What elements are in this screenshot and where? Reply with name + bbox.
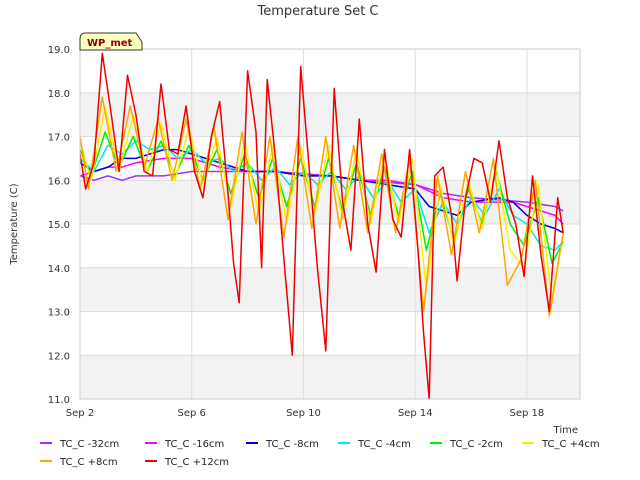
y-axis-label: Temperature (C) xyxy=(9,183,20,265)
plot-band xyxy=(80,311,580,356)
legend: TC_C -32cm TC_C -16cm TC_C -8cm TC_C -4cm TC… xyxy=(40,439,600,468)
x-tick-label: Sep 2 xyxy=(66,408,94,419)
legend-label: TC_C -4cm xyxy=(357,439,411,450)
legend-label: TC_C -2cm xyxy=(449,439,503,450)
y-tick-label: 14.0 xyxy=(48,264,70,275)
x-tick-label: Sep 10 xyxy=(286,408,321,419)
series-line xyxy=(79,96,564,317)
axis-ticks: 11.0 12.0 13.0 14.0 15.0 16.0 17.0 18.0 19.0 Sep … xyxy=(48,45,545,419)
x-tick-label: Sep 18 xyxy=(510,408,545,419)
chart-title: Temperature Set C xyxy=(256,4,378,19)
legend-label: TC_C +12cm xyxy=(164,457,229,468)
y-tick-label: 15.0 xyxy=(48,220,70,231)
plot-band xyxy=(80,267,580,312)
x-tick-label: Sep 14 xyxy=(398,408,433,419)
legend-label: TC_C -16cm xyxy=(164,439,224,450)
badge-label: WP_met xyxy=(87,38,133,49)
series-line xyxy=(79,52,564,400)
y-tick-label: 16.0 xyxy=(48,176,70,187)
x-tick-label: Sep 6 xyxy=(178,408,206,419)
plot-band xyxy=(80,355,580,399)
y-tick-label: 19.0 xyxy=(48,45,70,56)
wp-met-badge: WP_met xyxy=(79,32,143,51)
legend-label: TC_C -32cm xyxy=(59,439,119,450)
y-tick-label: 13.0 xyxy=(48,308,70,319)
y-tick-label: 17.0 xyxy=(48,133,70,144)
series-lines xyxy=(79,52,564,400)
plot-band xyxy=(80,49,580,93)
x-axis-label: Time xyxy=(553,425,578,436)
y-tick-label: 12.0 xyxy=(48,351,70,362)
y-tick-label: 11.0 xyxy=(48,395,70,406)
legend-label: TC_C +4cm xyxy=(541,439,600,450)
legend-label: TC_C -8cm xyxy=(265,439,319,450)
series-line xyxy=(79,105,564,304)
plot-frame xyxy=(79,48,581,400)
series-line xyxy=(79,140,564,251)
y-tick-label: 18.0 xyxy=(48,89,70,100)
legend-label: TC_C +8cm xyxy=(59,457,118,468)
